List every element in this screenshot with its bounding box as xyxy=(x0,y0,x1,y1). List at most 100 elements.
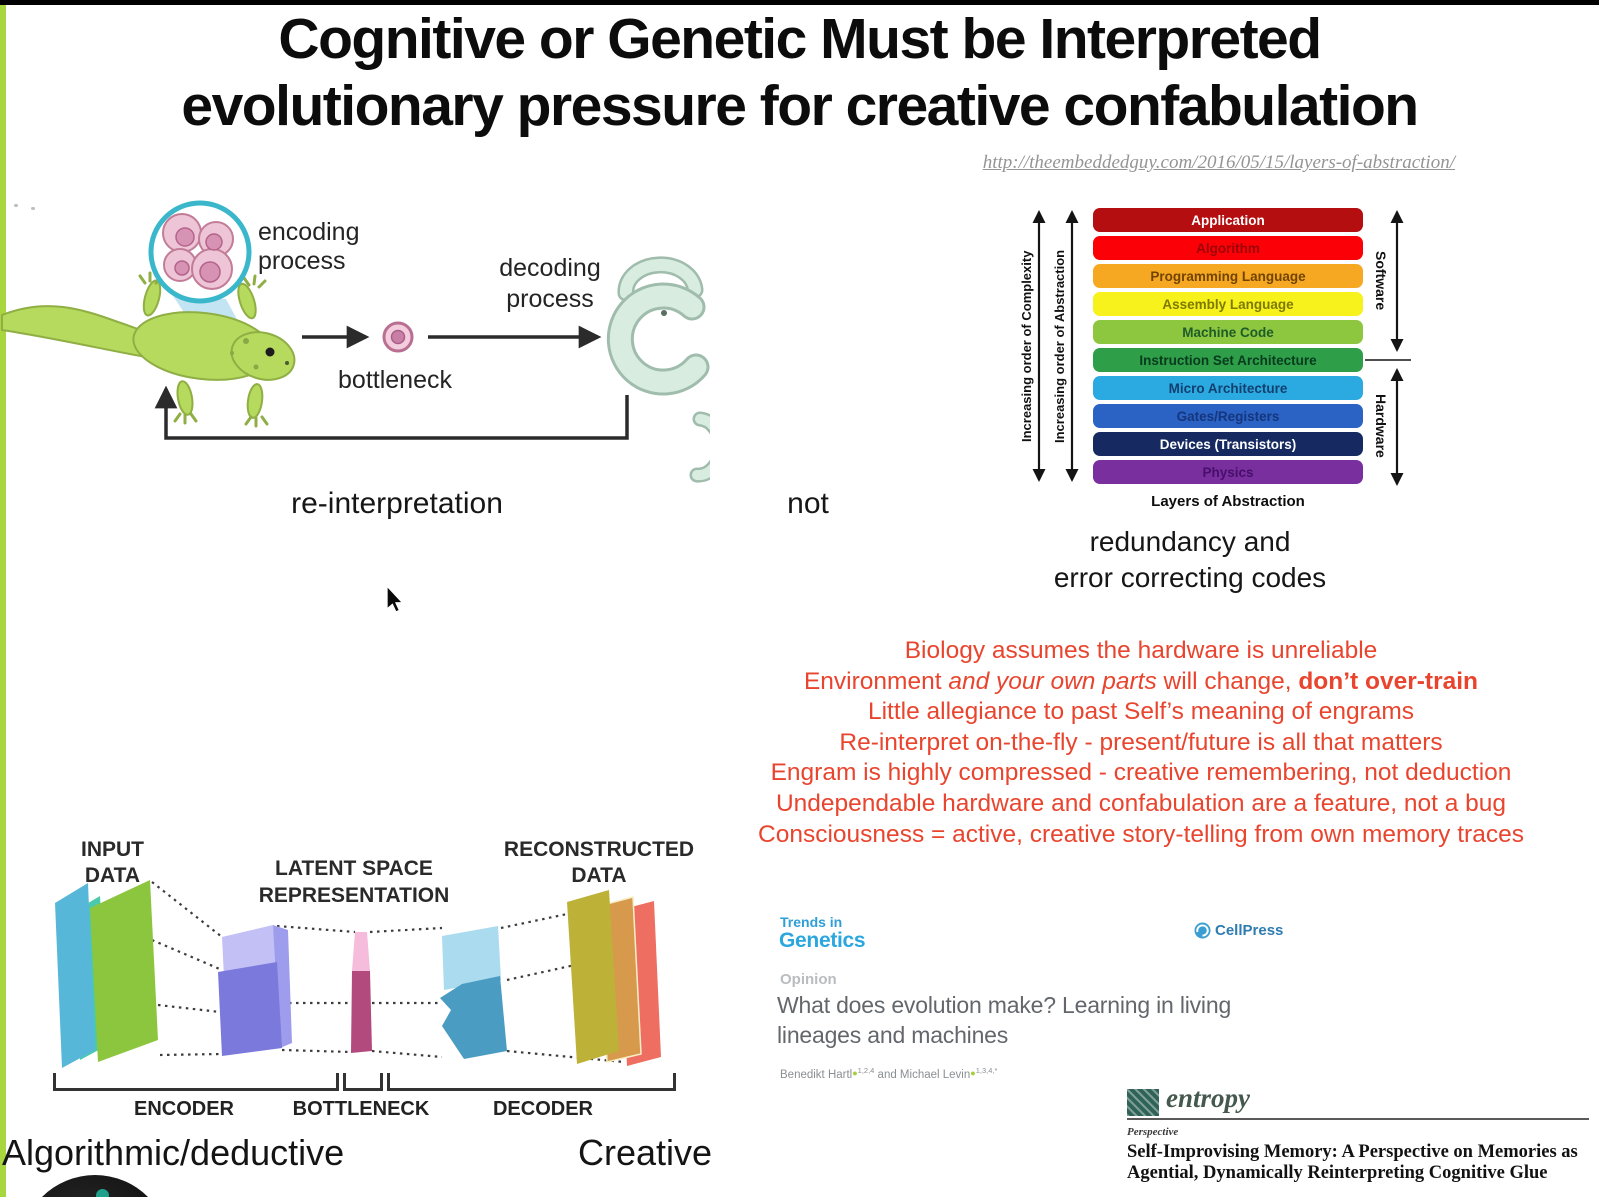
entropy-header-rule xyxy=(1127,1118,1589,1120)
author-affiliations: 1,3,4,* xyxy=(975,1066,998,1075)
orcid-icon: ● xyxy=(852,1067,858,1078)
layer-label: Machine Code xyxy=(1182,324,1274,340)
bottleneck-slab xyxy=(351,932,372,1053)
layer-row-devices-transistors: Devices (Transistors) xyxy=(1093,432,1363,456)
bottleneck-bracket-label: BOTTLENECK xyxy=(292,1098,430,1120)
latent-space-label: LATENT SPACE REPRESENTATION xyxy=(258,857,450,907)
encoder-hidden-slabs xyxy=(218,925,292,1056)
layers-of-abstraction-diagram: Increasing order of Complexity Increasin… xyxy=(1005,200,1425,520)
autoencoder-figure xyxy=(55,880,661,1068)
decoder-bracket xyxy=(387,1073,676,1091)
cellpress-wordmark: CellPress xyxy=(1215,922,1284,939)
creative-caption: Creative xyxy=(577,1132,713,1173)
input-data-slabs xyxy=(55,880,158,1068)
decoding-process-label: decoding process xyxy=(499,254,601,313)
reinterpretation-loop-arrow xyxy=(154,385,629,440)
layer-row-physics: Physics xyxy=(1093,460,1363,484)
red-note-segment-italic: and your own parts xyxy=(948,667,1157,695)
genetics-article-title: What does evolution make? Learning in li… xyxy=(777,992,1232,1048)
input-data-label: INPUT DATA xyxy=(81,838,144,887)
orcid-icon: ● xyxy=(970,1067,976,1078)
layer-row-application: Application xyxy=(1093,208,1363,232)
layer-label: Micro Architecture xyxy=(1168,380,1288,396)
author-name: Benedikt Hartl xyxy=(780,1068,853,1081)
red-note-line: Engram is highly compressed - creative r… xyxy=(770,759,1512,787)
encoder-label: ENCODER xyxy=(133,1098,234,1120)
layer-label: Instruction Set Architecture xyxy=(1139,352,1317,368)
red-note-line: Consciousness = active, creative story-t… xyxy=(758,820,1524,848)
bottleneck-cell xyxy=(382,321,414,353)
presenter-webcam-bubble xyxy=(20,1175,170,1197)
layer-label: Application xyxy=(1191,212,1265,228)
red-note-line: Biology assumes the hardware is unreliab… xyxy=(904,637,1378,664)
layer-connection-dotted-lines xyxy=(151,881,625,1064)
layer-row-algorithm: Algorithm xyxy=(1093,236,1363,260)
layer-row-micro-architecture: Micro Architecture xyxy=(1093,376,1363,400)
layer-row-machine-code: Machine Code xyxy=(1093,320,1363,344)
red-notes-block: Biology assumes the hardware is unreliab… xyxy=(715,636,1567,850)
red-note-line: Re-interpret on-the-fly - present/future… xyxy=(839,728,1443,756)
decoder-label: DECODER xyxy=(492,1098,593,1120)
bottleneck-bracket xyxy=(343,1073,383,1091)
algorithmic-deductive-caption: Algorithmic/deductive xyxy=(2,1132,345,1173)
redundancy-caption: redundancy and error correcting codes xyxy=(1053,526,1327,593)
hardware-bracket-label: Hardware xyxy=(1373,394,1389,458)
entropy-article-type: Perspective xyxy=(1127,1126,1179,1138)
entropy-article-title: Self-Improvising Memory: A Perspective o… xyxy=(1127,1142,1578,1183)
entropy-journal-wordmark: entropy xyxy=(1166,1083,1250,1113)
red-note-segment-bold: don’t over-train xyxy=(1298,667,1479,695)
layer-label: Devices (Transistors) xyxy=(1159,436,1297,452)
red-note-segment: will change, xyxy=(1156,667,1299,695)
genetics-authors-line: Benedikt Hartl●1,2,4 and Michael Levin●1… xyxy=(780,1066,997,1081)
page-title-line2: evolutionary pressure for creative confa… xyxy=(181,74,1419,138)
encoder-bracket xyxy=(53,1073,339,1091)
layer-row-assembly-language: Assembly Language xyxy=(1093,292,1363,316)
webcam-indicator-dot xyxy=(96,1189,109,1197)
software-bracket-label: Software xyxy=(1373,251,1389,311)
slide-edge-stripe xyxy=(0,5,6,1197)
cellpress-logo: CellPress xyxy=(1194,922,1283,939)
layer-label: Gates/Registers xyxy=(1176,408,1280,424)
red-note-line: Little allegiance to past Self’s meaning… xyxy=(867,698,1415,726)
entropy-journal-icon xyxy=(1127,1089,1159,1116)
author-affiliations: 1,2,4 xyxy=(857,1066,875,1075)
genetics-journal-logo: Genetics xyxy=(779,929,866,952)
layer-label: Assembly Language xyxy=(1162,296,1294,312)
salamander-illustration xyxy=(0,271,296,428)
red-note-line: Undependable hardware and confabulation … xyxy=(775,789,1507,817)
screen-artifact-dot xyxy=(31,207,35,210)
embryo-illustrations xyxy=(606,256,710,483)
salamander-eye xyxy=(265,347,275,357)
window-top-bar xyxy=(0,0,1599,5)
reconstructed-data-label: RECONSTRUCTED DATA xyxy=(503,838,695,887)
decoder-hidden-slabs xyxy=(440,926,507,1059)
layer-label: Algorithm xyxy=(1196,240,1260,256)
reinterpretation-caption: re-interpretation xyxy=(291,487,503,520)
complexity-axis-label: Increasing order of Complexity xyxy=(1019,250,1034,442)
red-note-segment: Environment xyxy=(803,667,949,695)
mouse-cursor-icon xyxy=(386,585,404,613)
cellpress-icon xyxy=(1194,922,1211,939)
layer-label: Programming Language xyxy=(1150,268,1306,284)
abstraction-axis-label: Increasing order of Abstraction xyxy=(1052,249,1067,443)
layer-label: Physics xyxy=(1202,464,1254,480)
reconstructed-data-slabs xyxy=(567,890,661,1066)
source-url-link[interactable]: http://theembeddedguy.com/2016/05/15/lay… xyxy=(982,152,1455,173)
encoding-cells-inset xyxy=(148,200,252,304)
red-note-line: Environment and your own parts will chan… xyxy=(715,667,1567,698)
layers-axis-arrows xyxy=(1032,210,1411,486)
page-title-line1: Cognitive or Genetic Must be Interpreted xyxy=(278,7,1322,71)
layer-row-programming-language: Programming Language xyxy=(1093,264,1363,288)
trends-in-label: Trends in xyxy=(780,914,843,930)
screen-artifact-dot xyxy=(14,204,18,207)
bottleneck-label: bottleneck xyxy=(338,366,452,394)
article-type-label: Opinion xyxy=(780,971,837,988)
not-label: not xyxy=(787,487,829,520)
author-name: and Michael Levin xyxy=(874,1068,971,1081)
layer-row-gates-registers: Gates/Registers xyxy=(1093,404,1363,428)
encoding-process-label: encoding process xyxy=(258,218,360,275)
layers-diagram-caption: Layers of Abstraction xyxy=(1151,493,1305,510)
salamander-autoencoder-figure xyxy=(0,200,710,483)
layer-row-instruction-set-architecture: Instruction Set Architecture xyxy=(1093,348,1363,372)
